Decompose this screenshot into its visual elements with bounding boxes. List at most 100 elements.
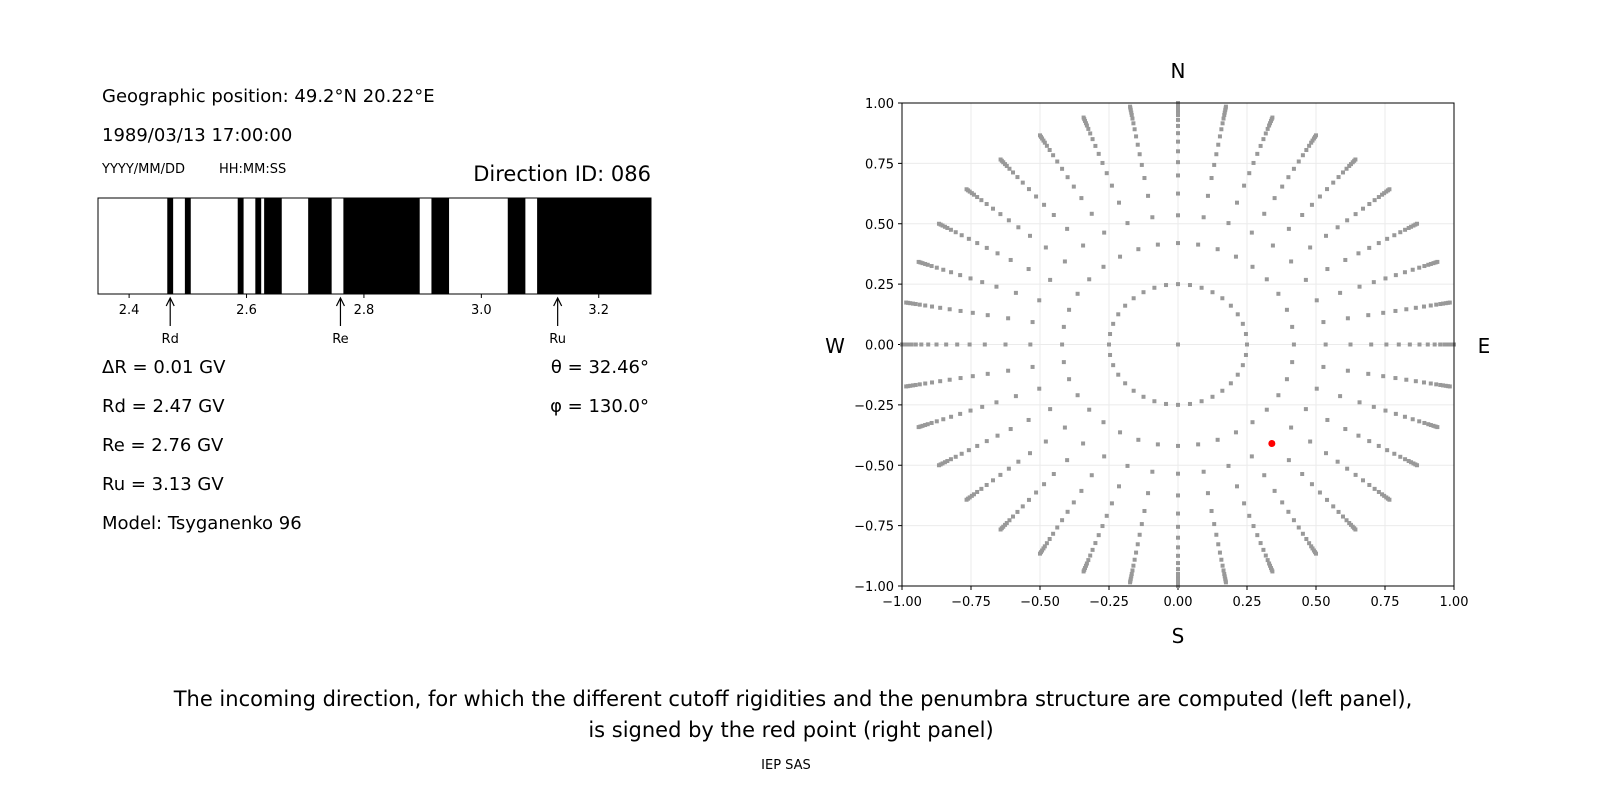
forbidden-band bbox=[264, 198, 282, 294]
grid-point bbox=[984, 439, 989, 444]
grid-point bbox=[1442, 342, 1447, 347]
grid-point bbox=[1376, 443, 1381, 448]
grid-point bbox=[1434, 382, 1439, 387]
grid-point bbox=[1222, 574, 1227, 579]
grid-point bbox=[1251, 524, 1256, 529]
grid-point bbox=[1135, 142, 1140, 147]
grid-point bbox=[1380, 192, 1385, 197]
x-tick-label: −0.25 bbox=[1089, 595, 1129, 610]
grid-point bbox=[967, 342, 972, 347]
grid-point bbox=[1109, 501, 1114, 506]
grid-point bbox=[979, 198, 984, 203]
grid-point bbox=[1215, 437, 1220, 442]
grid-point bbox=[1205, 491, 1210, 496]
grid-point bbox=[1038, 133, 1042, 138]
grid-point bbox=[1392, 451, 1397, 456]
x-tick-label: −0.50 bbox=[1020, 595, 1060, 610]
grid-point bbox=[1336, 509, 1341, 514]
grid-point bbox=[1026, 417, 1031, 422]
grid-point bbox=[1406, 459, 1411, 464]
grid-point bbox=[1176, 241, 1180, 246]
direction-scatter-chart: −1.00−1.00 −0.75 −0.75 −0.50 −0.50 −0.25 −0.25… bbox=[825, 59, 1490, 648]
grid-point bbox=[1079, 488, 1084, 493]
grid-point bbox=[1006, 218, 1011, 223]
grid-point bbox=[1081, 115, 1086, 120]
grid-point bbox=[1438, 382, 1443, 387]
grid-point bbox=[1372, 198, 1377, 203]
grid-point bbox=[955, 342, 960, 347]
grid-point bbox=[1387, 187, 1392, 192]
time-format-label: HH:MM:SS bbox=[219, 162, 286, 177]
grid-point bbox=[1071, 500, 1076, 505]
grid-point bbox=[1176, 282, 1180, 287]
grid-point bbox=[1176, 149, 1180, 154]
grid-point bbox=[1065, 226, 1070, 231]
grid-point bbox=[1176, 567, 1180, 572]
grid-point bbox=[919, 342, 924, 347]
grid-point bbox=[1214, 152, 1219, 157]
grid-point bbox=[1413, 305, 1418, 310]
grid-point bbox=[1300, 213, 1305, 218]
grid-point bbox=[1317, 490, 1322, 495]
forbidden-band bbox=[308, 198, 332, 294]
grid-point bbox=[1051, 471, 1056, 476]
grid-point bbox=[938, 305, 943, 310]
grid-point bbox=[1141, 290, 1146, 295]
grid-point bbox=[1026, 267, 1031, 272]
grid-point bbox=[1242, 183, 1247, 188]
datetime: 1989/03/13 17:00:00 bbox=[102, 125, 292, 146]
grid-point bbox=[1434, 302, 1439, 307]
y-tick-label: −1.00 bbox=[854, 580, 894, 595]
grid-point bbox=[966, 448, 971, 453]
grid-point bbox=[1344, 518, 1349, 523]
grid-point bbox=[1020, 180, 1025, 185]
grid-point bbox=[949, 414, 954, 419]
grid-point bbox=[923, 261, 928, 266]
grid-point bbox=[1426, 262, 1431, 267]
grid-point bbox=[1385, 236, 1390, 241]
grid-point bbox=[1176, 131, 1180, 136]
grid-point bbox=[1336, 175, 1341, 180]
grid-point bbox=[934, 342, 939, 347]
grid-point bbox=[1417, 419, 1422, 424]
grid-point bbox=[1300, 471, 1305, 476]
grid-point bbox=[1291, 166, 1296, 171]
grid-point bbox=[1348, 342, 1353, 347]
grid-point bbox=[1441, 383, 1446, 388]
grid-point bbox=[913, 382, 918, 387]
grid-point bbox=[1289, 425, 1294, 430]
grid-point bbox=[1108, 332, 1113, 337]
grid-point bbox=[1042, 544, 1047, 549]
grid-point bbox=[1447, 342, 1452, 347]
grid-point bbox=[1220, 121, 1225, 126]
x-tick-label: 2.8 bbox=[354, 303, 375, 318]
grid-point bbox=[1251, 160, 1256, 165]
grid-point bbox=[1111, 363, 1116, 368]
grid-point bbox=[1290, 360, 1295, 365]
grid-point bbox=[1176, 113, 1180, 118]
grid-point bbox=[1382, 191, 1387, 196]
grid-point bbox=[1176, 173, 1180, 178]
grid-point bbox=[1291, 342, 1296, 347]
grid-point bbox=[1345, 368, 1350, 373]
grid-point bbox=[1176, 109, 1180, 114]
grid-point bbox=[1428, 303, 1433, 308]
grid-point bbox=[1134, 134, 1139, 139]
grid-point bbox=[1008, 427, 1013, 432]
grid-point bbox=[1176, 107, 1180, 112]
grid-point bbox=[1086, 126, 1091, 131]
grid-point bbox=[1048, 277, 1053, 282]
grid-point bbox=[1199, 285, 1204, 290]
grid-point bbox=[1131, 296, 1136, 301]
grid-point bbox=[1026, 497, 1031, 502]
grid-point bbox=[1428, 261, 1433, 266]
grid-point bbox=[953, 230, 958, 235]
grid-point bbox=[913, 342, 918, 347]
grid-point bbox=[1291, 518, 1296, 523]
grid-point bbox=[1130, 568, 1135, 573]
grid-point bbox=[1196, 442, 1201, 447]
compass-west: W bbox=[825, 334, 845, 358]
grid-point bbox=[1061, 360, 1066, 365]
grid-point bbox=[1367, 439, 1372, 444]
grid-point bbox=[934, 265, 939, 270]
